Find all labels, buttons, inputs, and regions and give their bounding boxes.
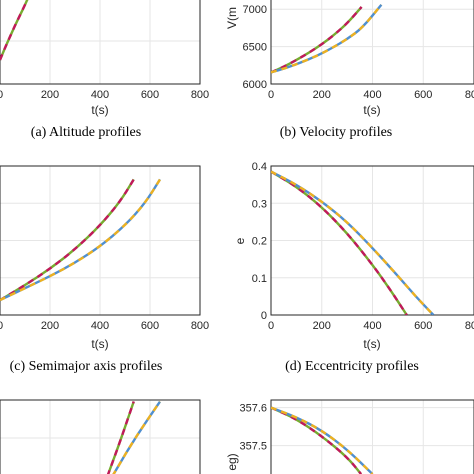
xlabel-c: t(s): [91, 337, 108, 351]
ylabel-f: eg): [225, 453, 239, 470]
caption-a: (a) Altitude profiles: [31, 125, 141, 140]
axes-box: [0, 0, 201, 85]
x-tick-label: 200: [41, 89, 59, 101]
axes-box: [270, 165, 474, 316]
series-2-line: [271, 170, 435, 315]
x-tick-label: 800: [465, 320, 474, 332]
y-tick-label: 6000: [243, 79, 267, 91]
panel-velocity: 0 200 400 600 800 6000 6500 7000: [243, 0, 474, 101]
series-2-line: [0, 178, 162, 302]
ylabel-d: e: [233, 237, 247, 244]
series-2-dash: [271, 3, 383, 74]
series-1-line: [106, 401, 135, 474]
x-tick-label: 200: [313, 320, 331, 332]
panel-altitude: 0 200 400 600 800: [0, 0, 209, 101]
x-tick-label: 600: [414, 89, 432, 101]
x-tick-label: 600: [141, 320, 159, 332]
series-2-dash: [271, 170, 435, 315]
y-tick-label: 0.1: [252, 273, 267, 285]
x-tick-label: 800: [191, 320, 209, 332]
x-tick-label: 0: [0, 320, 3, 332]
panel-bottom-left: [0, 399, 201, 474]
series-1-dash: [271, 170, 408, 315]
panel-eccentricity: 0 200 400 600 800 0 0.1 0.2 0.3 0.4: [252, 161, 474, 332]
axes-box: [270, 399, 474, 474]
caption-b: (b) Velocity profiles: [280, 125, 393, 140]
series-1-line: [0, 178, 135, 302]
series-1-line: [271, 170, 408, 315]
y-tick-label: 0.4: [252, 161, 267, 173]
series-2-line: [271, 3, 383, 74]
series-2-line: [271, 406, 374, 474]
x-tick-label: 400: [91, 89, 109, 101]
x-tick-label: 200: [313, 89, 331, 101]
series-2-dash: [112, 400, 161, 474]
y-tick-label: 0.2: [252, 236, 267, 248]
xlabel-b: t(s): [363, 103, 380, 117]
x-tick-label: 0: [0, 89, 3, 101]
series-2-dash: [0, 178, 162, 302]
x-tick-label: 800: [465, 89, 474, 101]
x-tick-label: 200: [41, 320, 59, 332]
xlabel-d: t(s): [363, 337, 380, 351]
series-1-dash: [271, 6, 363, 74]
x-tick-label: 600: [414, 320, 432, 332]
caption-c: (c) Semimajor axis profiles: [10, 359, 163, 374]
series-1-line: [271, 406, 363, 474]
x-tick-label: 400: [363, 89, 381, 101]
panel-bottom-right: 357.5 357.6: [239, 399, 474, 474]
x-tick-label: 0: [268, 89, 274, 101]
x-tick-label: 400: [363, 320, 381, 332]
xlabel-a: t(s): [91, 103, 108, 117]
y-tick-label: 6500: [243, 42, 267, 54]
x-tick-label: 800: [191, 89, 209, 101]
series-1-dash: [271, 406, 363, 474]
panel-semimajor-axis: 0 200 400 600 800: [0, 165, 209, 332]
y-tick-label: 357.6: [239, 403, 267, 415]
axes-box: [0, 399, 201, 474]
axes-box: [0, 165, 201, 316]
ylabel-b: V(m: [225, 7, 239, 29]
x-tick-label: 400: [91, 320, 109, 332]
y-tick-label: 0: [261, 310, 267, 322]
x-tick-label: 600: [141, 89, 159, 101]
caption-d: (d) Eccentricity profiles: [285, 359, 419, 374]
axes-box: [270, 0, 474, 85]
y-tick-label: 357.5: [239, 441, 267, 453]
y-tick-label: 0.3: [252, 198, 267, 210]
series-1-dash: [0, 178, 135, 302]
series-1-line: [0, 0, 29, 61]
x-tick-label: 0: [268, 320, 274, 332]
y-tick-label: 7000: [243, 4, 267, 16]
